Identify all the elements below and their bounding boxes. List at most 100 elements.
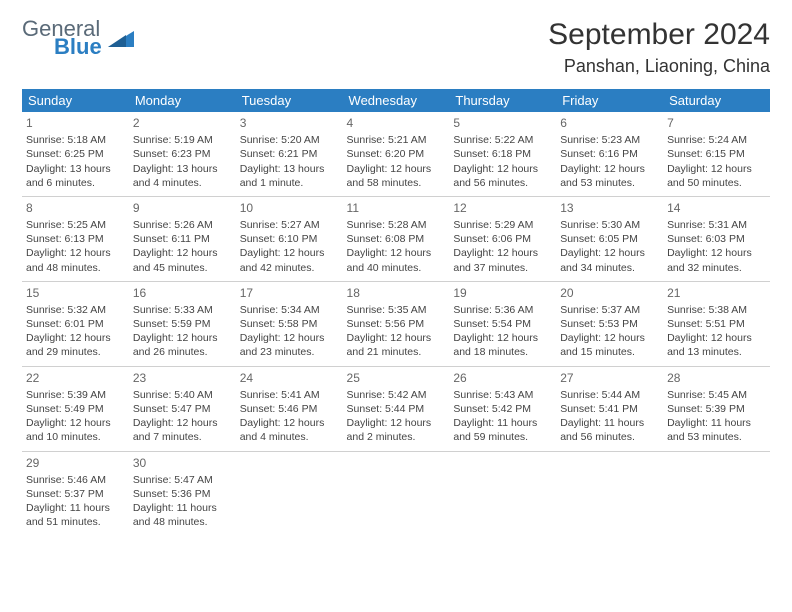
sunset-text: Sunset: 5:49 PM <box>26 402 125 416</box>
header: General Blue September 2024 Panshan, Lia… <box>22 18 770 77</box>
day-cell: 12Sunrise: 5:29 AMSunset: 6:06 PMDayligh… <box>449 196 556 281</box>
daylight-text: Daylight: 12 hours and 23 minutes. <box>240 331 339 359</box>
day-cell: 8Sunrise: 5:25 AMSunset: 6:13 PMDaylight… <box>22 196 129 281</box>
sunrise-text: Sunrise: 5:24 AM <box>667 133 766 147</box>
sunset-text: Sunset: 5:51 PM <box>667 317 766 331</box>
day-number: 29 <box>26 455 125 471</box>
daylight-text: Daylight: 12 hours and 10 minutes. <box>26 416 125 444</box>
blank-cell <box>236 451 343 535</box>
logo-text: General Blue <box>22 18 102 58</box>
sunrise-text: Sunrise: 5:19 AM <box>133 133 232 147</box>
day-cell: 24Sunrise: 5:41 AMSunset: 5:46 PMDayligh… <box>236 366 343 451</box>
sunset-text: Sunset: 5:37 PM <box>26 487 125 501</box>
sunrise-text: Sunrise: 5:30 AM <box>560 218 659 232</box>
day-cell: 20Sunrise: 5:37 AMSunset: 5:53 PMDayligh… <box>556 281 663 366</box>
title-block: September 2024 Panshan, Liaoning, China <box>548 18 770 77</box>
calendar-table: Sunday Monday Tuesday Wednesday Thursday… <box>22 89 770 535</box>
sunrise-text: Sunrise: 5:44 AM <box>560 388 659 402</box>
day-cell: 23Sunrise: 5:40 AMSunset: 5:47 PMDayligh… <box>129 366 236 451</box>
sunset-text: Sunset: 6:18 PM <box>453 147 552 161</box>
day-number: 6 <box>560 115 659 131</box>
day-cell: 15Sunrise: 5:32 AMSunset: 6:01 PMDayligh… <box>22 281 129 366</box>
day-number: 18 <box>347 285 446 301</box>
sunset-text: Sunset: 5:47 PM <box>133 402 232 416</box>
day-cell: 14Sunrise: 5:31 AMSunset: 6:03 PMDayligh… <box>663 196 770 281</box>
sunrise-text: Sunrise: 5:47 AM <box>133 473 232 487</box>
logo-triangle-icon <box>108 29 134 49</box>
day-header-tue: Tuesday <box>236 89 343 112</box>
daylight-text: Daylight: 12 hours and 53 minutes. <box>560 162 659 190</box>
daylight-text: Daylight: 13 hours and 6 minutes. <box>26 162 125 190</box>
sunrise-text: Sunrise: 5:23 AM <box>560 133 659 147</box>
daylight-text: Daylight: 12 hours and 15 minutes. <box>560 331 659 359</box>
daylight-text: Daylight: 12 hours and 32 minutes. <box>667 246 766 274</box>
day-number: 10 <box>240 200 339 216</box>
day-cell: 16Sunrise: 5:33 AMSunset: 5:59 PMDayligh… <box>129 281 236 366</box>
day-number: 14 <box>667 200 766 216</box>
day-cell: 30Sunrise: 5:47 AMSunset: 5:36 PMDayligh… <box>129 451 236 535</box>
sunset-text: Sunset: 5:39 PM <box>667 402 766 416</box>
daylight-text: Daylight: 12 hours and 21 minutes. <box>347 331 446 359</box>
day-number: 11 <box>347 200 446 216</box>
daylight-text: Daylight: 12 hours and 58 minutes. <box>347 162 446 190</box>
blank-cell <box>343 451 450 535</box>
day-cell: 11Sunrise: 5:28 AMSunset: 6:08 PMDayligh… <box>343 196 450 281</box>
sunset-text: Sunset: 5:53 PM <box>560 317 659 331</box>
day-header-mon: Monday <box>129 89 236 112</box>
day-number: 22 <box>26 370 125 386</box>
daylight-text: Daylight: 13 hours and 1 minute. <box>240 162 339 190</box>
sunset-text: Sunset: 6:06 PM <box>453 232 552 246</box>
sunset-text: Sunset: 5:58 PM <box>240 317 339 331</box>
daylight-text: Daylight: 12 hours and 2 minutes. <box>347 416 446 444</box>
day-number: 24 <box>240 370 339 386</box>
day-number: 13 <box>560 200 659 216</box>
day-cell: 26Sunrise: 5:43 AMSunset: 5:42 PMDayligh… <box>449 366 556 451</box>
calendar-body: 1Sunrise: 5:18 AMSunset: 6:25 PMDaylight… <box>22 112 770 535</box>
day-header-sat: Saturday <box>663 89 770 112</box>
logo-word2: Blue <box>54 36 102 58</box>
day-cell: 5Sunrise: 5:22 AMSunset: 6:18 PMDaylight… <box>449 112 556 196</box>
day-number: 12 <box>453 200 552 216</box>
day-number: 5 <box>453 115 552 131</box>
sunrise-text: Sunrise: 5:32 AM <box>26 303 125 317</box>
blank-cell <box>663 451 770 535</box>
day-cell: 25Sunrise: 5:42 AMSunset: 5:44 PMDayligh… <box>343 366 450 451</box>
day-cell: 10Sunrise: 5:27 AMSunset: 6:10 PMDayligh… <box>236 196 343 281</box>
day-cell: 18Sunrise: 5:35 AMSunset: 5:56 PMDayligh… <box>343 281 450 366</box>
daylight-text: Daylight: 12 hours and 4 minutes. <box>240 416 339 444</box>
sunset-text: Sunset: 5:41 PM <box>560 402 659 416</box>
sunset-text: Sunset: 6:11 PM <box>133 232 232 246</box>
logo: General Blue <box>22 18 134 58</box>
day-cell: 28Sunrise: 5:45 AMSunset: 5:39 PMDayligh… <box>663 366 770 451</box>
day-cell: 17Sunrise: 5:34 AMSunset: 5:58 PMDayligh… <box>236 281 343 366</box>
day-cell: 4Sunrise: 5:21 AMSunset: 6:20 PMDaylight… <box>343 112 450 196</box>
daylight-text: Daylight: 12 hours and 50 minutes. <box>667 162 766 190</box>
week-row: 8Sunrise: 5:25 AMSunset: 6:13 PMDaylight… <box>22 196 770 281</box>
day-number: 28 <box>667 370 766 386</box>
daylight-text: Daylight: 12 hours and 13 minutes. <box>667 331 766 359</box>
daylight-text: Daylight: 12 hours and 40 minutes. <box>347 246 446 274</box>
daylight-text: Daylight: 12 hours and 48 minutes. <box>26 246 125 274</box>
blank-cell <box>449 451 556 535</box>
sunset-text: Sunset: 6:16 PM <box>560 147 659 161</box>
sunrise-text: Sunrise: 5:36 AM <box>453 303 552 317</box>
daylight-text: Daylight: 13 hours and 4 minutes. <box>133 162 232 190</box>
daylight-text: Daylight: 11 hours and 56 minutes. <box>560 416 659 444</box>
day-number: 27 <box>560 370 659 386</box>
sunrise-text: Sunrise: 5:18 AM <box>26 133 125 147</box>
daylight-text: Daylight: 12 hours and 42 minutes. <box>240 246 339 274</box>
day-header-wed: Wednesday <box>343 89 450 112</box>
sunset-text: Sunset: 6:01 PM <box>26 317 125 331</box>
sunset-text: Sunset: 6:03 PM <box>667 232 766 246</box>
day-cell: 3Sunrise: 5:20 AMSunset: 6:21 PMDaylight… <box>236 112 343 196</box>
sunset-text: Sunset: 5:54 PM <box>453 317 552 331</box>
sunset-text: Sunset: 5:36 PM <box>133 487 232 501</box>
week-row: 15Sunrise: 5:32 AMSunset: 6:01 PMDayligh… <box>22 281 770 366</box>
sunrise-text: Sunrise: 5:34 AM <box>240 303 339 317</box>
month-title: September 2024 <box>548 18 770 52</box>
day-cell: 19Sunrise: 5:36 AMSunset: 5:54 PMDayligh… <box>449 281 556 366</box>
daylight-text: Daylight: 11 hours and 51 minutes. <box>26 501 125 529</box>
blank-cell <box>556 451 663 535</box>
daylight-text: Daylight: 12 hours and 7 minutes. <box>133 416 232 444</box>
sunset-text: Sunset: 5:44 PM <box>347 402 446 416</box>
